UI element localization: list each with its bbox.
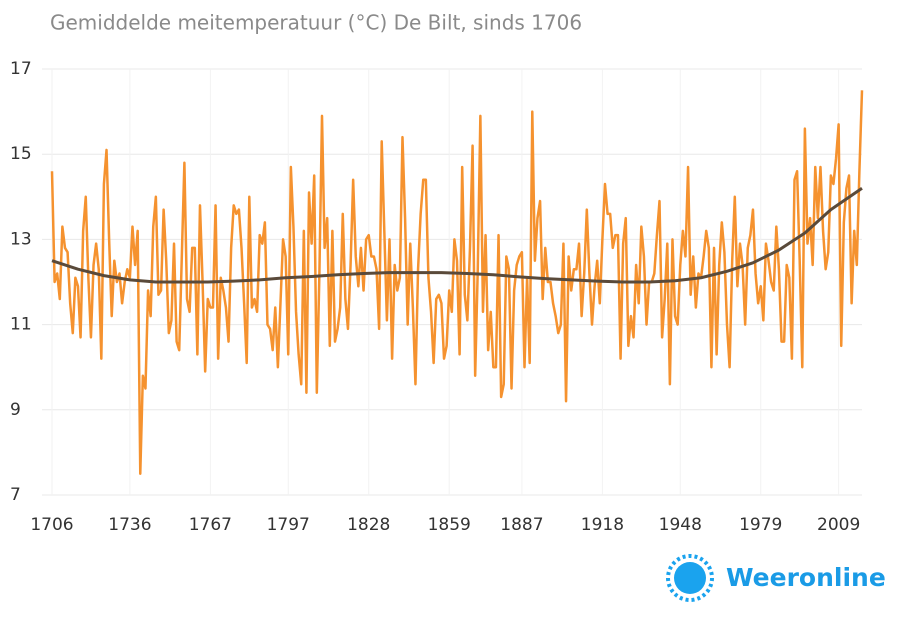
y-tick-label: 13 (10, 229, 32, 249)
line-series (51, 187, 863, 284)
y-tick-label: 15 (10, 144, 32, 164)
x-tick-label: 1948 (659, 515, 702, 535)
logo-sun (674, 562, 706, 594)
x-tick-label: 1918 (581, 515, 624, 535)
x-tick-label: 1706 (30, 515, 73, 535)
x-tick-label: 1828 (347, 515, 390, 535)
x-tick-label: 1887 (500, 515, 543, 535)
x-tick-label: 1859 (428, 515, 471, 535)
x-tick-label: 1979 (739, 515, 782, 535)
logo-rays (666, 554, 714, 602)
x-tick-label: 1797 (267, 515, 310, 535)
x-tick-label: 1736 (108, 515, 151, 535)
y-tick-label: 17 (10, 59, 32, 79)
chart-title: Gemiddelde meitemperatuur (°C) De Bilt, … (50, 11, 582, 35)
y-tick-label: 9 (10, 400, 21, 420)
logo: Weeronline (666, 554, 886, 602)
x-tick-label: 1767 (189, 515, 232, 535)
y-tick-label: 7 (10, 485, 21, 505)
line-series (50, 90, 864, 475)
y-tick-label: 11 (10, 315, 32, 335)
logo-text: Weeronline (726, 563, 886, 592)
x-tick-label: 2009 (817, 515, 860, 535)
